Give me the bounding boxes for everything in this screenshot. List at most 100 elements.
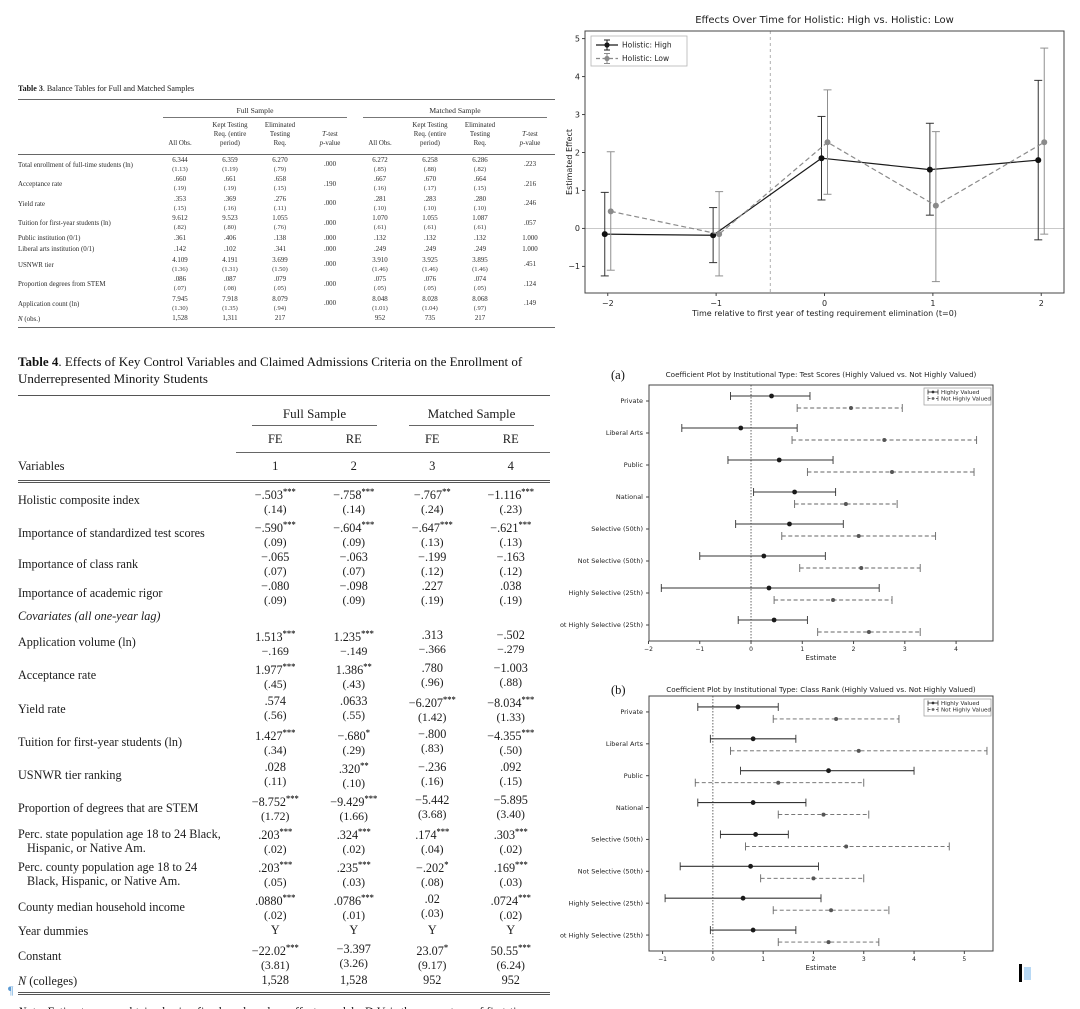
table-cell: 9.612 (.82)	[172, 215, 188, 232]
table-row: Acceptance rate 1.977*** (.45) 1.386** (.43)…	[18, 658, 550, 691]
table-cell: 1.513*** −.169	[255, 627, 296, 658]
svg-text:−1: −1	[710, 299, 722, 308]
svg-text:0: 0	[822, 299, 827, 308]
table-cell: .223	[523, 161, 537, 169]
data-point	[856, 534, 861, 538]
table-cell: 8.028 (1.04)	[422, 295, 438, 312]
table-cell: 6.272 (.85)	[372, 156, 388, 173]
table-row: Importance of standardized test scores −.…	[18, 516, 550, 549]
data-point	[829, 908, 834, 913]
table-cell: .124	[523, 280, 537, 288]
table-cell: 952	[355, 313, 405, 329]
table-cell: −9.429*** (1.66)	[330, 793, 378, 824]
table-cell: Eliminated Testing Req.	[255, 118, 305, 155]
table-cell: .227 (.19)	[420, 578, 444, 607]
data-point	[776, 457, 782, 463]
svg-text:−1: −1	[658, 956, 667, 963]
table-row: USNWR tier ranking .028 (.11) .320** (.10) −.…	[18, 757, 550, 790]
table-cell: 6.359 (1.19)	[222, 156, 238, 173]
table-cell: .280 (.10)	[473, 195, 487, 212]
svg-text:−1: −1	[568, 262, 580, 271]
table-cell	[505, 313, 555, 329]
table4-title: Table 4. Effects of Key Control Variable…	[18, 354, 550, 388]
table-cell: 1,528	[314, 971, 393, 995]
table-cell	[18, 426, 236, 453]
data-point	[826, 768, 831, 774]
row-label: Perc. county population age 18 to 24 Blac…	[18, 859, 198, 888]
table-cell: −.800 (.83)	[418, 727, 447, 756]
data-point	[787, 521, 792, 527]
table-cell: .000	[323, 161, 337, 169]
table-row: Acceptance rate .660 (.19) .661 (.19) .658 (.1…	[18, 174, 555, 194]
table-cell: FE	[393, 425, 472, 453]
table-cell: 735	[405, 313, 455, 329]
table-cell: .000	[323, 245, 337, 253]
table-cell: .000	[323, 200, 337, 208]
row-label: Liberal arts institution (0/1)	[18, 246, 95, 254]
event-study-figure: −2 −1 0 1 2 −1 0 1 2 3 4 5 Effects Over Time for Hol…	[565, 12, 1080, 349]
data-point	[856, 748, 861, 753]
table-group-header-row: Full Sample Matched Sample	[18, 394, 550, 426]
svg-text:0: 0	[749, 646, 753, 653]
text-cursor-bar	[1019, 964, 1022, 982]
table-cell: −.080 (.09)	[261, 578, 290, 607]
data-point	[750, 800, 756, 805]
table-cell: .075 (.05)	[373, 276, 387, 293]
row-label: N (obs.)	[18, 313, 155, 329]
svg-text:Estimate: Estimate	[806, 964, 837, 972]
table4-title-text: . Effects of Key Control Variables and C…	[18, 354, 523, 386]
data-point	[607, 208, 614, 215]
table-cell: 8.068 (.97)	[472, 295, 488, 312]
table-cell: .132	[423, 234, 437, 242]
svg-text:5: 5	[575, 34, 580, 43]
table-cell: 1,311	[205, 313, 255, 329]
svg-text:Not Highly Selective (25th): Not Highly Selective (25th)	[560, 621, 643, 629]
table-cell: .190	[323, 180, 337, 188]
table-cell: .303*** (.02)	[493, 826, 528, 857]
svg-text:3: 3	[862, 956, 866, 963]
table-cell: −.065 (.07)	[261, 549, 290, 578]
table-cell: 6.286 (.82)	[472, 156, 488, 173]
table-cell: 952	[471, 971, 550, 995]
table-cell: 50.55*** (6.24)	[490, 941, 531, 972]
table-cell: .249	[473, 245, 487, 253]
table-row: Holistic composite index −.503*** (.14) −.7…	[18, 481, 550, 516]
svg-text:Estimate: Estimate	[806, 654, 837, 662]
coefficient-plot-b: Private Liberal Arts Public National Selecti…	[555, 685, 994, 972]
table-cell: 1.427*** (.34)	[255, 727, 296, 758]
svg-text:Private: Private	[620, 708, 643, 716]
data-point	[716, 231, 723, 238]
event-study-chart: −2 −1 0 1 2 −1 0 1 2 3 4 5 Effects Over Time for Hol…	[565, 15, 1065, 318]
table-cell: RE	[471, 425, 550, 453]
svg-text:Not Selective (50th): Not Selective (50th)	[578, 868, 643, 876]
table-cell: .667 (.16)	[373, 176, 387, 193]
table-cell: .203*** (.02)	[258, 826, 293, 857]
svg-text:Estimated Effect: Estimated Effect	[565, 129, 574, 195]
svg-text:−1: −1	[695, 646, 704, 653]
table3: Full Sample Matched Sample All Obs. Kept Te…	[18, 99, 555, 329]
table-row: USNWR tier 4.109 (1.36) 4.191 (1.31) 3.699 (1.…	[18, 255, 555, 275]
svg-text:National: National	[616, 493, 643, 501]
svg-text:Highly Selective (25th): Highly Selective (25th)	[569, 589, 643, 597]
series-holistic-high	[600, 79, 1043, 277]
table-cell: All Obs.	[155, 118, 205, 155]
table-cell: −.199 (.12)	[418, 549, 447, 578]
table-cell: .660 (.19)	[173, 176, 187, 193]
table-cell: 1	[236, 452, 315, 483]
table-cell: 6.344 (1.13)	[172, 156, 188, 173]
table-cell: .000	[323, 261, 337, 269]
table-cell: −.098 (.09)	[339, 578, 368, 607]
table-cell: .028 (.11)	[264, 760, 287, 789]
table-cell: .361	[173, 234, 187, 242]
table-cell: −5.442 (3.68)	[415, 793, 450, 822]
table-cell: .149	[523, 300, 537, 308]
table-row: Application count (ln) 7.945 (1.30) 7.918 (1…	[18, 294, 555, 314]
table-row: Proportion of degrees that are STEM −8.75…	[18, 790, 550, 823]
data-point	[750, 736, 756, 742]
table-cell: .102	[223, 245, 237, 253]
svg-text:−2: −2	[644, 646, 653, 653]
data-point	[766, 585, 772, 591]
table-cell: Y	[506, 923, 516, 938]
table4-note: Note: Estimates were obtained using fixe…	[18, 1004, 550, 1009]
